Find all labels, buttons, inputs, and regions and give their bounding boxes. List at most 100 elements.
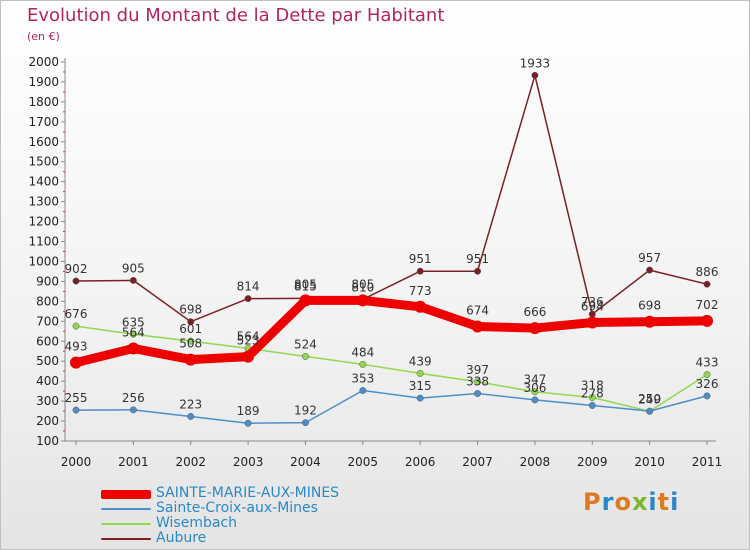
- y-tick-label: 900: [36, 274, 59, 288]
- data-point: [244, 295, 252, 303]
- y-tick-label: 2000: [28, 55, 59, 69]
- data-label: 249: [638, 392, 661, 406]
- data-point: [414, 300, 427, 313]
- data-point: [646, 407, 654, 415]
- x-tick-label: 2007: [462, 455, 493, 469]
- series-line: [75, 389, 708, 424]
- data-point: [703, 392, 711, 400]
- data-point: [127, 342, 140, 355]
- series-line: [71, 295, 712, 368]
- y-tick-label: 100: [36, 434, 59, 448]
- y-tick-label: 1500: [28, 155, 59, 169]
- y-tick-label: 1000: [28, 254, 59, 268]
- data-label: 902: [65, 262, 88, 276]
- data-point: [129, 330, 137, 338]
- data-point: [471, 320, 484, 333]
- data-point: [302, 419, 309, 427]
- chart-unit: (en €): [27, 30, 60, 43]
- y-tick-label: 400: [36, 374, 59, 388]
- data-point: [474, 390, 481, 397]
- data-label: 694: [581, 300, 604, 314]
- data-label: 524: [294, 337, 317, 351]
- data-label: 192: [294, 404, 317, 418]
- data-label: 676: [65, 307, 88, 321]
- data-point: [299, 294, 312, 307]
- y-tick-label: 1700: [28, 115, 59, 129]
- data-label: 318: [581, 379, 604, 393]
- y-tick-label: 300: [36, 394, 59, 408]
- y-tick-label: 1600: [28, 135, 59, 149]
- series-line: [75, 325, 708, 413]
- data-point: [701, 314, 713, 327]
- data-label: 810: [351, 280, 374, 294]
- x-tick-label: 2000: [61, 455, 92, 469]
- data-point: [586, 316, 599, 329]
- data-label: 886: [696, 265, 719, 279]
- chart-svg: 100 200 300 400 500 600 700 800 900 1000 1100 1200 1…: [28, 55, 722, 469]
- legend-label: Sainte-Croix-aux-Mines: [156, 500, 318, 516]
- logo-letter: t: [657, 488, 671, 516]
- data-label: 484: [351, 345, 374, 359]
- data-point: [531, 71, 539, 79]
- x-tick-label: 2006: [405, 455, 436, 469]
- logo-letter: i: [670, 488, 680, 516]
- data-label: 326: [696, 377, 719, 391]
- data-label: 736: [581, 295, 604, 309]
- data-point: [646, 266, 654, 274]
- x-tick-label: 2004: [290, 455, 321, 469]
- x-tick-label: 2001: [118, 455, 149, 469]
- chart-title: Evolution du Montant de la Dette par Hab…: [27, 5, 445, 26]
- logo-letter: i: [648, 488, 658, 516]
- data-label: 508: [179, 337, 202, 351]
- data-label: 601: [179, 322, 202, 336]
- data-label: 564: [237, 329, 260, 343]
- data-point: [72, 277, 80, 285]
- y-tick-label: 1300: [28, 195, 59, 209]
- y-tick-label: 1800: [28, 95, 59, 109]
- data-label: 773: [409, 284, 432, 298]
- x-tick-label: 2005: [348, 455, 379, 469]
- data-label: 347: [523, 373, 546, 387]
- x-tick-label: 2008: [520, 455, 551, 469]
- data-label: 1933: [520, 56, 551, 70]
- data-point: [474, 267, 481, 275]
- data-label: 815: [294, 279, 317, 293]
- data-point: [703, 280, 711, 288]
- data-point: [531, 396, 539, 404]
- legend-swatch: [101, 538, 151, 540]
- data-label: 189: [237, 404, 260, 418]
- x-tick-label: 2010: [634, 455, 665, 469]
- legend-swatch: [101, 523, 151, 525]
- data-label: 698: [638, 299, 661, 313]
- data-point: [359, 387, 367, 394]
- data-label: 397: [466, 363, 489, 377]
- data-label: 905: [122, 261, 145, 275]
- data-label: 951: [409, 252, 432, 266]
- data-point: [531, 388, 539, 396]
- data-label: 805: [294, 277, 317, 291]
- y-tick-label: 800: [36, 294, 59, 308]
- data-point: [129, 406, 137, 414]
- y-tick-label: 1400: [28, 175, 59, 189]
- data-point: [72, 322, 80, 330]
- y-tick-label: 600: [36, 334, 59, 348]
- data-point: [129, 276, 137, 284]
- data-label: 635: [122, 315, 145, 329]
- data-point: [187, 337, 195, 345]
- data-label: 223: [179, 397, 202, 411]
- data-label: 250: [638, 392, 661, 406]
- data-label: 353: [351, 372, 374, 386]
- data-label: 315: [409, 379, 432, 393]
- data-point: [643, 315, 656, 328]
- data-label: 255: [65, 391, 88, 405]
- data-point: [528, 322, 541, 335]
- data-label: 674: [466, 304, 489, 318]
- data-label: 564: [122, 325, 145, 339]
- y-tick-label: 200: [36, 414, 59, 428]
- data-label: 702: [696, 298, 719, 312]
- legend-swatch: [101, 508, 151, 510]
- proxiti-logo: Proxiti: [583, 488, 679, 516]
- y-tick-label: 1900: [28, 75, 59, 89]
- data-label: 278: [581, 386, 604, 400]
- data-point: [416, 394, 424, 402]
